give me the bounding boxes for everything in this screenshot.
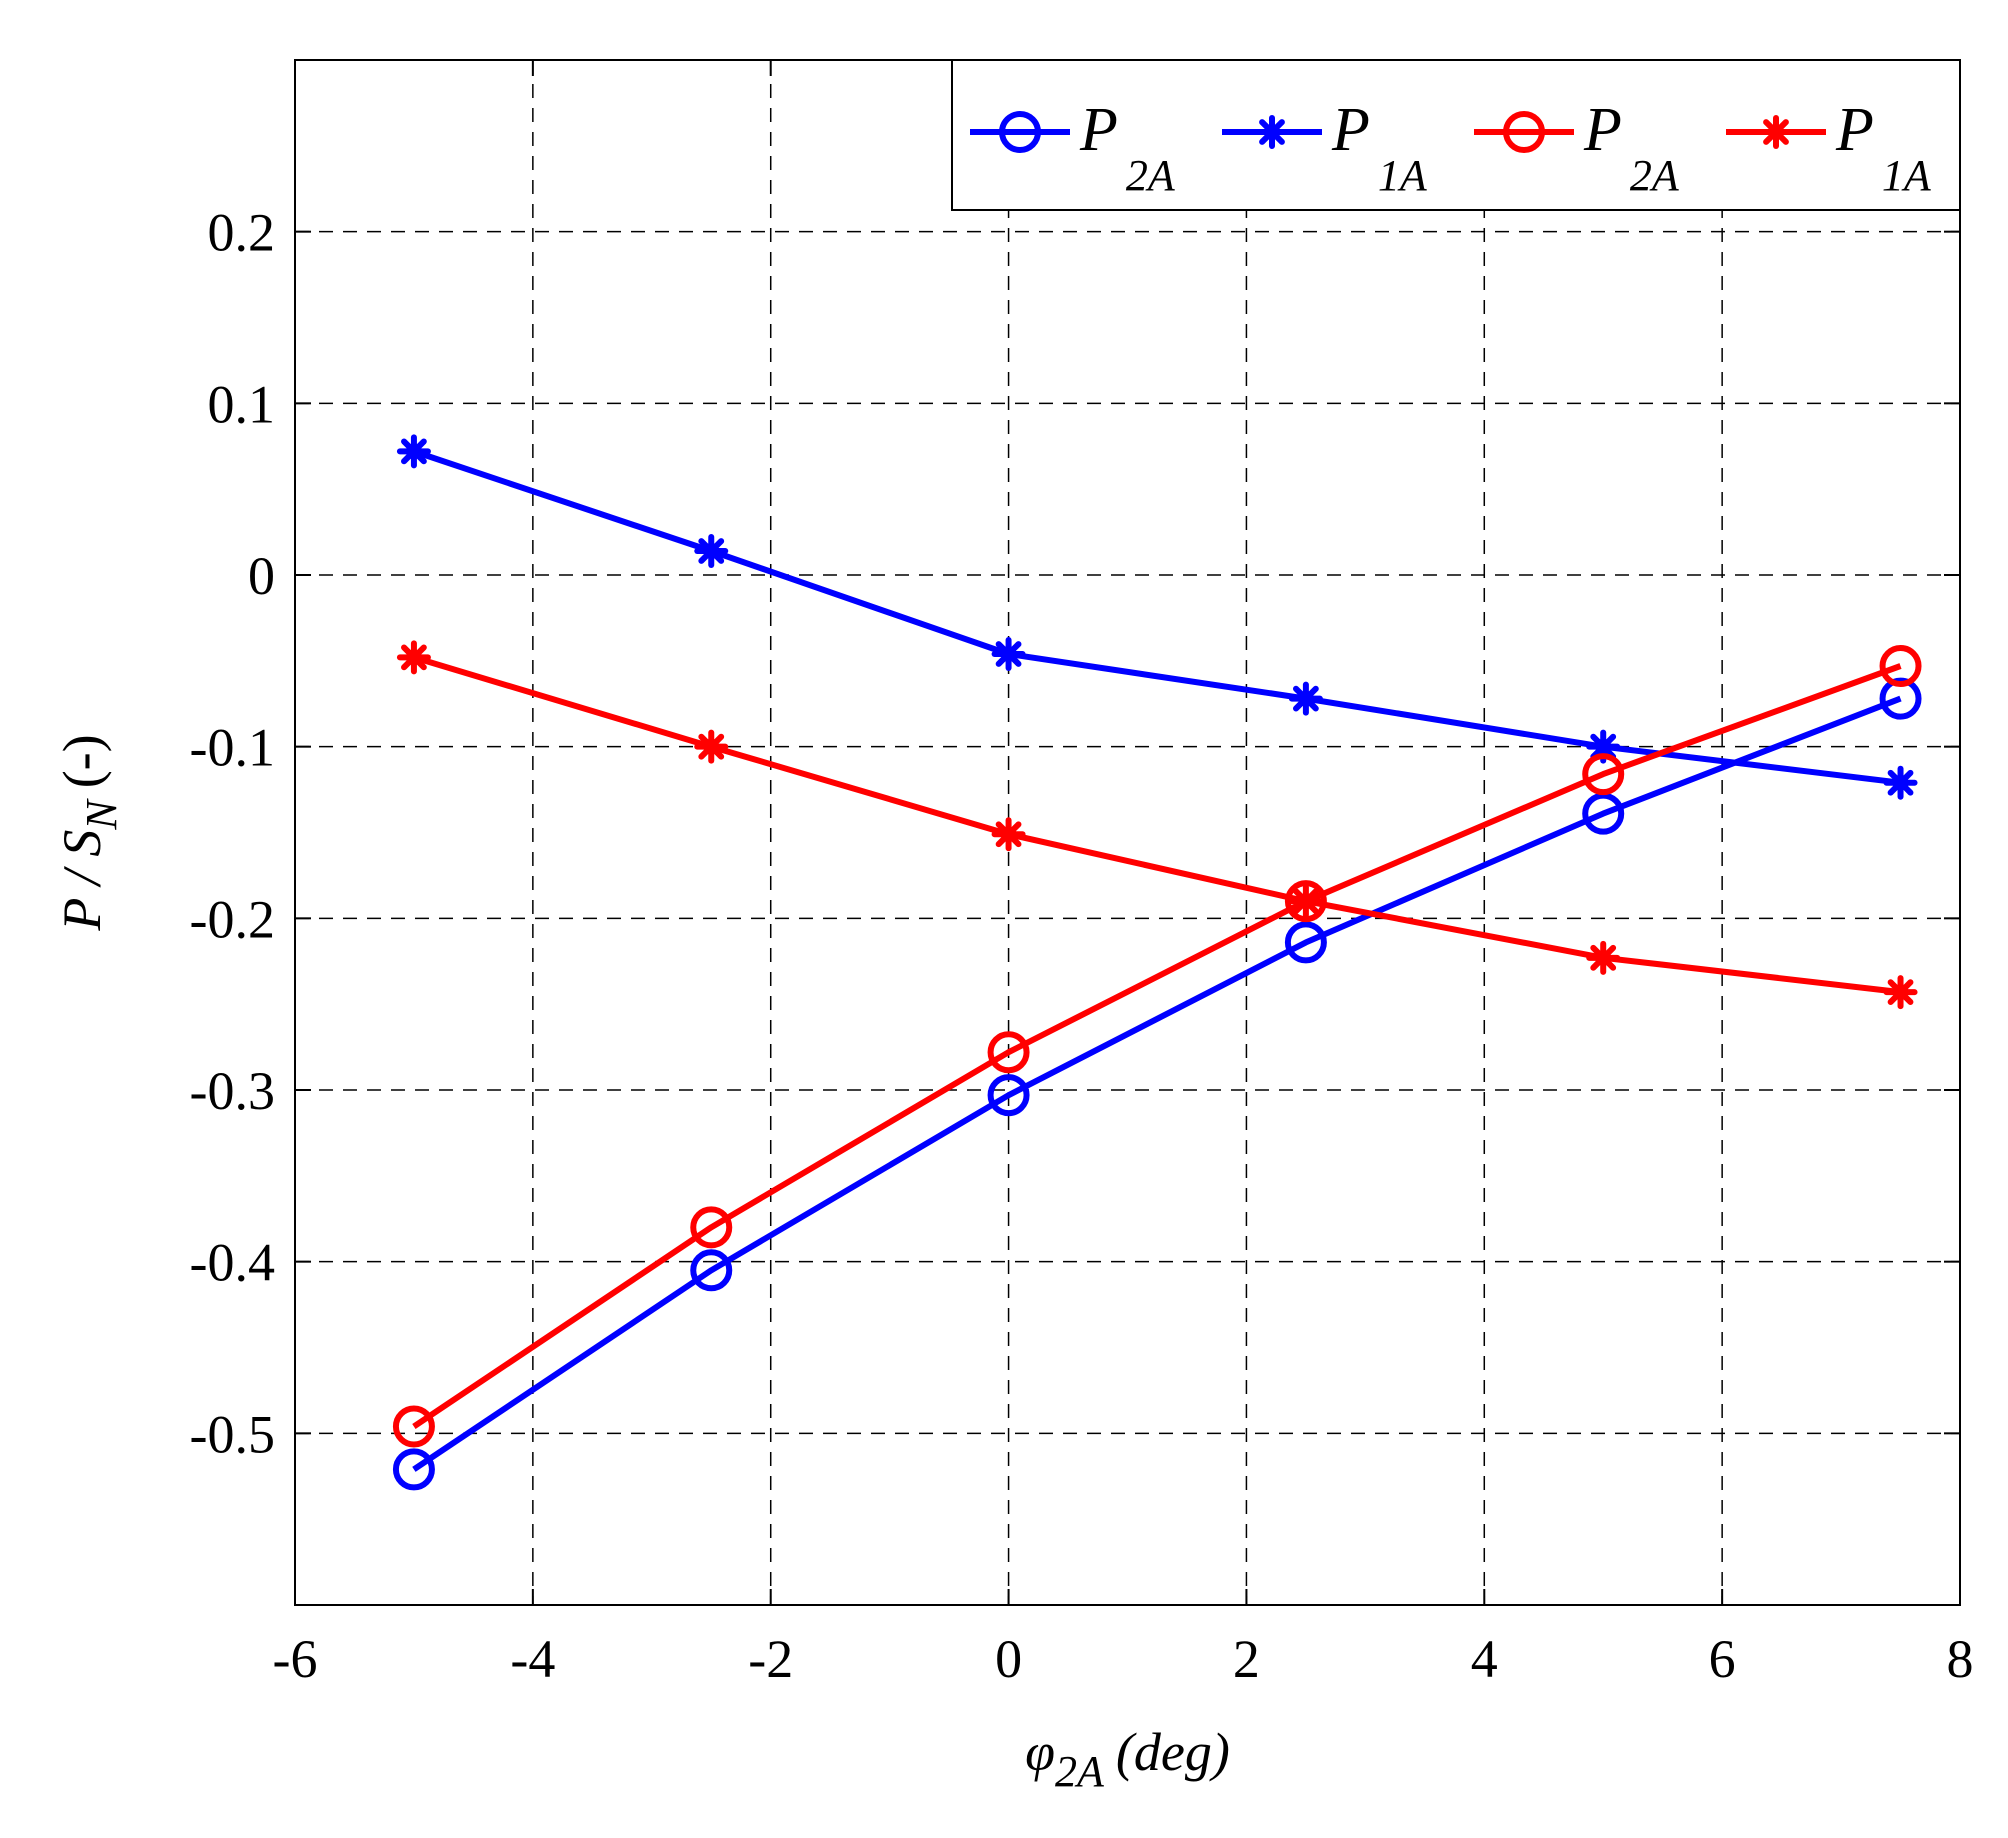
- data-point: [987, 1074, 1030, 1117]
- legend-entry-1: P1A: [1222, 96, 1428, 200]
- star-core: [1297, 893, 1314, 910]
- data-point: [1883, 975, 1918, 1010]
- data-point: [1582, 792, 1625, 835]
- x-tick-label: -2: [748, 1629, 793, 1689]
- star-core: [1892, 774, 1909, 791]
- y-tick-label: -0.5: [190, 1404, 275, 1464]
- y-tick-label: 0.2: [208, 203, 276, 263]
- legend-label-name: P: [1583, 96, 1622, 164]
- x-axis-label-unit: (deg): [1116, 1722, 1230, 1782]
- legend-label: P1A: [1835, 96, 1932, 200]
- star-core: [405, 443, 422, 460]
- y-tick-label: -0.3: [190, 1061, 275, 1121]
- legend-label-subscript: 1A: [1882, 151, 1932, 200]
- series-layer: [392, 434, 1922, 1491]
- data-point: [1883, 765, 1918, 800]
- series-0: [392, 677, 1922, 1491]
- data-point: [1879, 644, 1922, 687]
- x-tick-label: 6: [1709, 1629, 1736, 1689]
- legend-entry-3: P1A: [1726, 96, 1932, 200]
- star-core: [1264, 124, 1280, 140]
- data-point: [987, 1031, 1030, 1074]
- x-axis-label-subscript: 2A: [1055, 1747, 1105, 1796]
- data-point: [694, 729, 729, 764]
- series-line-0: [412, 695, 1902, 1472]
- data-point: [1288, 884, 1323, 919]
- data-point: [1582, 753, 1625, 796]
- data-point: [690, 1206, 733, 1249]
- legend-label-subscript: 1A: [1378, 151, 1428, 200]
- x-tick-label: 2: [1233, 1629, 1260, 1689]
- y-tick-label: 0: [248, 546, 275, 606]
- x-tick-label: -4: [510, 1629, 555, 1689]
- series-2: [392, 644, 1922, 1448]
- star-core: [1595, 949, 1612, 966]
- legend-marker: [1255, 115, 1289, 149]
- series-line-3: [413, 654, 1901, 996]
- y-axis-label: P / SN (-): [52, 734, 126, 931]
- legend-entry-2: P2A: [1474, 96, 1680, 200]
- axis-labels: φ2A (deg) P / SN (-): [52, 734, 1230, 1796]
- y-tick-label: -0.1: [190, 718, 275, 778]
- series-1: [396, 434, 1918, 800]
- data-point: [1586, 729, 1621, 764]
- star-core: [703, 542, 720, 559]
- x-tick-label: 8: [1947, 1629, 1974, 1689]
- y-tick-label: -0.4: [190, 1233, 275, 1293]
- star-core: [1595, 738, 1612, 755]
- data-point: [1284, 921, 1327, 964]
- star-core: [1768, 124, 1784, 140]
- star-core: [703, 738, 720, 755]
- legend-label: P1A: [1331, 96, 1428, 200]
- y-tick-label: 0.1: [208, 374, 276, 434]
- legend-label: P2A: [1583, 96, 1680, 200]
- x-tick-label: 0: [995, 1629, 1022, 1689]
- star-core: [1297, 690, 1314, 707]
- y-axis-label-suffix: (-): [52, 734, 112, 788]
- legend-label: P2A: [1079, 96, 1176, 200]
- star-core: [1000, 826, 1017, 843]
- legend-label-name: P: [1079, 96, 1118, 164]
- x-tick-label: -6: [273, 1629, 318, 1689]
- legend-label-name: P: [1835, 96, 1874, 164]
- data-point: [694, 533, 729, 568]
- data-point: [1879, 677, 1922, 720]
- legend-entry-0: P2A: [970, 96, 1176, 200]
- y-axis-label-subscript: N: [77, 798, 126, 831]
- legend-label-name: P: [1331, 96, 1370, 164]
- data-point: [392, 1448, 435, 1491]
- star-core: [1000, 645, 1017, 662]
- legend-marker: [1503, 111, 1545, 153]
- data-point: [690, 1249, 733, 1292]
- legend-label-subscript: 2A: [1630, 151, 1680, 200]
- series-line-2: [412, 663, 1902, 1429]
- data-point: [1586, 940, 1621, 975]
- data-point: [991, 636, 1026, 671]
- data-point: [396, 434, 431, 469]
- series-line-1: [412, 448, 1901, 786]
- data-point: [1288, 681, 1323, 716]
- data-point: [991, 817, 1026, 852]
- data-point: [1284, 880, 1327, 923]
- y-axis-label-prefix: P / S: [52, 830, 112, 932]
- series-3: [396, 640, 1918, 1010]
- legend-label-subscript: 2A: [1126, 151, 1176, 200]
- tick-layer: -6 -4 -2 0 2 4 6 8 -0.5 -0.4 -0.3 -0.2 -0.1 0 0.1 0.2: [190, 60, 1974, 1689]
- data-point: [392, 1405, 435, 1448]
- star-core: [405, 649, 422, 666]
- legend-marker: [999, 111, 1041, 153]
- x-axis-label-symbol: φ: [1025, 1722, 1055, 1782]
- star-core: [1892, 984, 1909, 1001]
- legend-marker: [1759, 115, 1793, 149]
- y-tick-label: -0.2: [190, 889, 275, 949]
- x-axis-label: φ2A (deg): [1025, 1722, 1230, 1796]
- x-tick-label: 4: [1471, 1629, 1498, 1689]
- data-point: [396, 640, 431, 675]
